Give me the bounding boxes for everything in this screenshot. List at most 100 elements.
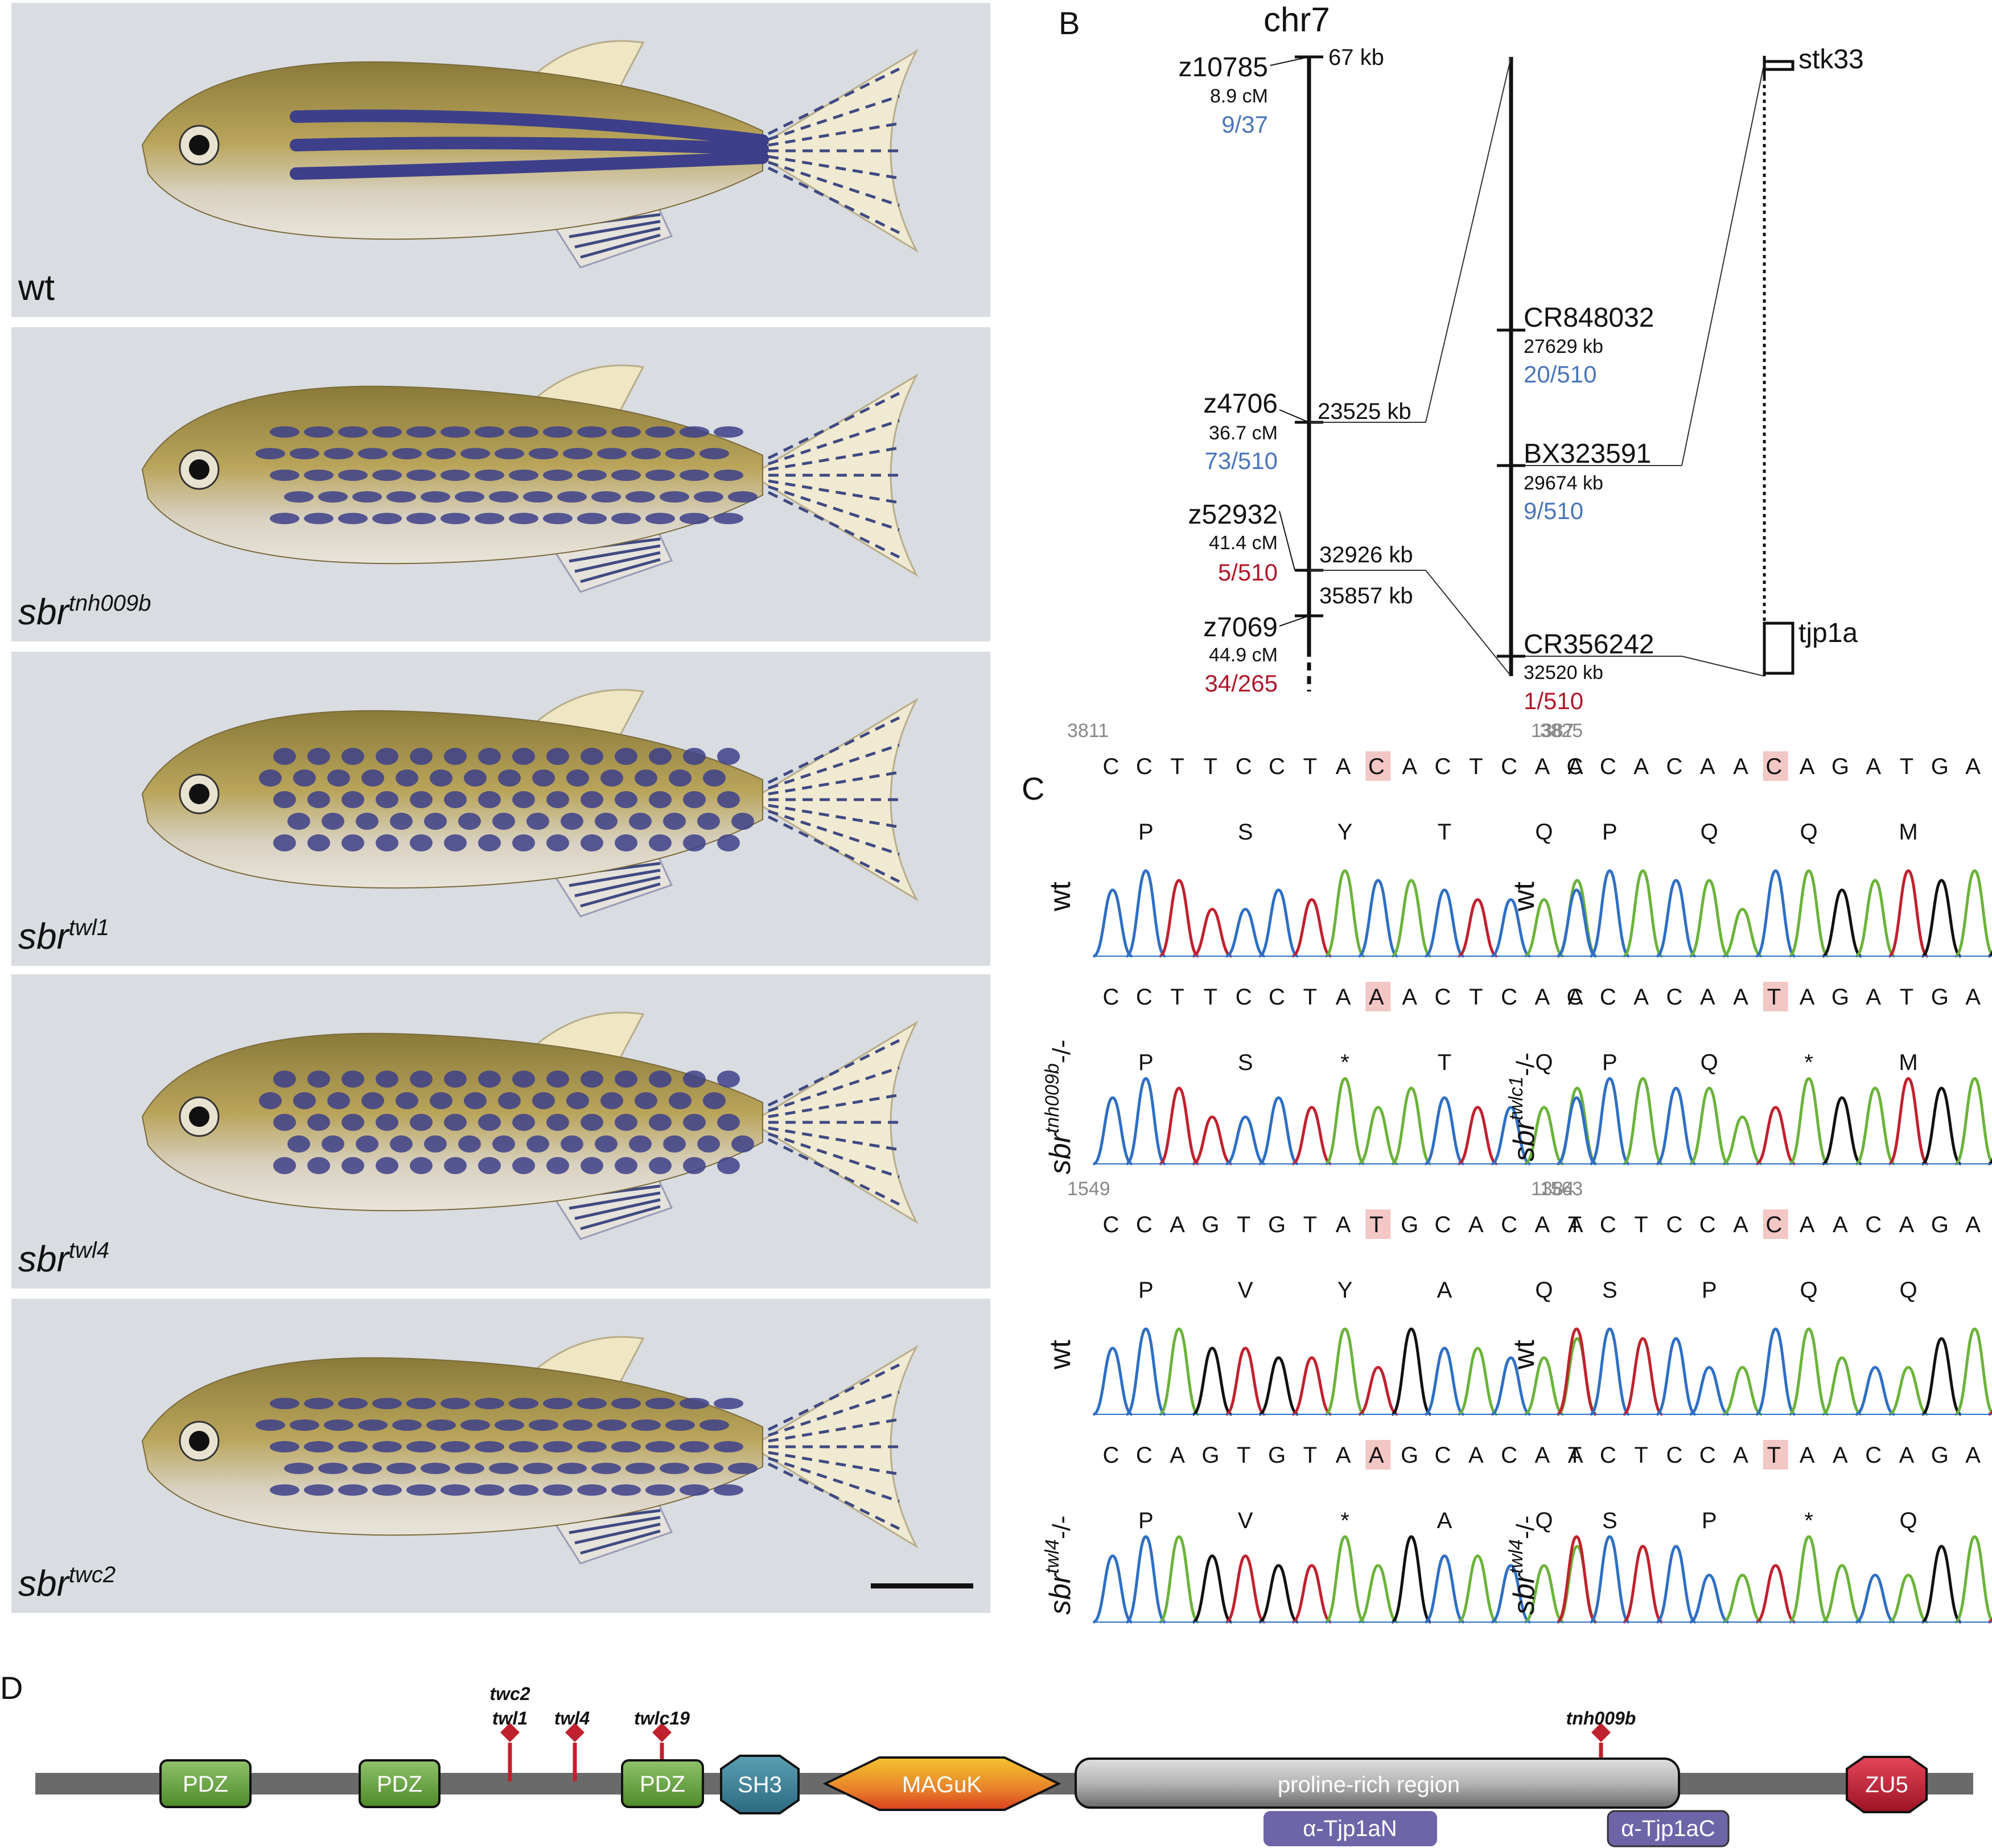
base-letter: C <box>1136 754 1156 779</box>
base-letter: A <box>1800 754 1818 779</box>
chromatogram-peak <box>1491 1564 1531 1624</box>
sequence-start-position: 1549 <box>1067 1178 1110 1200</box>
base-letter: A <box>1899 1212 1918 1237</box>
base-letter: T <box>1237 1212 1254 1237</box>
chromatogram-genotype-label: sbrtwl4-/- <box>1042 1516 1077 1615</box>
svg-text:32926 kb: 32926 kb <box>1319 542 1413 567</box>
base-letter: C <box>1103 985 1123 1010</box>
base-letter: C <box>1699 1443 1719 1468</box>
svg-text:27629 kb: 27629 kb <box>1524 336 1603 357</box>
chromatogram-peak <box>1358 1564 1398 1624</box>
base-letter: C <box>1865 1443 1885 1468</box>
base-letter: G <box>1268 1212 1289 1237</box>
fish-photo-1: wt <box>11 3 990 317</box>
svg-text:8.9 cM: 8.9 cM <box>1210 85 1268 107</box>
base-letter: C <box>1865 1212 1885 1237</box>
chromatogram-peak <box>1888 1077 1929 1166</box>
svg-text:ZU5: ZU5 <box>1865 1772 1908 1797</box>
base-letter: G <box>1931 1212 1952 1237</box>
chromatogram-peak <box>1291 1356 1332 1416</box>
chromatogram-peak <box>1656 1086 1697 1166</box>
antibody-tjp1an: α-Tjp1aN <box>1263 1811 1437 1846</box>
svg-text:CR848032: CR848032 <box>1524 303 1654 333</box>
base-letter: A <box>1170 1443 1188 1468</box>
svg-text:z4706: z4706 <box>1203 389 1278 419</box>
base-letter: C <box>1103 754 1123 779</box>
base-letter: A <box>1965 985 1984 1010</box>
amino-acid: Y <box>1337 820 1353 845</box>
chromatogram-peak <box>1755 1106 1796 1166</box>
chromatogram-peak <box>1126 1327 1166 1416</box>
chromatogram-peak <box>1855 879 1895 958</box>
panel-label-b: B <box>1059 5 1080 41</box>
amino-acid: S <box>1602 1508 1618 1533</box>
base-letter: T <box>1303 1443 1320 1468</box>
svg-text:9/37: 9/37 <box>1221 111 1268 138</box>
base-letter: G <box>1931 1443 1952 1468</box>
amino-acid: Q <box>1535 1050 1553 1075</box>
svg-text:α-Tjp1aN: α-Tjp1aN <box>1303 1816 1397 1841</box>
amino-acid: Q <box>1800 820 1818 845</box>
base-letter: T <box>1900 754 1917 779</box>
base-letter: G <box>1832 985 1853 1010</box>
base-letter: T <box>1767 985 1784 1010</box>
chromatogram-peak <box>1689 1365 1730 1416</box>
base-letter: A <box>1833 1443 1851 1468</box>
base-letter: T <box>1767 1443 1784 1468</box>
svg-text:5/510: 5/510 <box>1218 559 1278 586</box>
gene-stk33-box <box>1763 60 1795 71</box>
base-letter: C <box>1666 985 1686 1010</box>
base-letter: A <box>1733 985 1752 1010</box>
chromatogram-peak <box>1424 888 1465 958</box>
chromatogram-peak <box>1159 1327 1199 1416</box>
base-letter: A <box>1866 754 1884 779</box>
amino-acid: Q <box>1535 820 1553 845</box>
base-letter: G <box>1832 754 1853 779</box>
base-letter: G <box>1201 1443 1223 1468</box>
base-letter: T <box>1369 1212 1386 1237</box>
svg-text:73/510: 73/510 <box>1205 447 1278 474</box>
chromatogram-peak <box>1258 1356 1299 1416</box>
chromatogram-peak <box>1921 1337 1962 1416</box>
chromatogram-peak <box>1921 1545 1962 1624</box>
base-letter: A <box>1965 1443 1984 1468</box>
base-letter: C <box>1666 1443 1686 1468</box>
chromatogram-peak <box>1458 1347 1498 1416</box>
fish-photo-2: sbrtnh009b <box>11 327 990 641</box>
chromatogram-peak <box>1092 1554 1133 1624</box>
chromatogram-peak <box>1954 1077 1992 1166</box>
chromatogram-block-2: 13871401CCACAACAGATGAGCPQQMSwtCCACAATAGA… <box>1505 720 1992 1166</box>
base-letter: C <box>1236 985 1256 1010</box>
base-letter: T <box>1469 985 1486 1010</box>
chromatogram-peak <box>1822 1356 1862 1416</box>
chromatogram-peak <box>1722 907 1763 958</box>
chromatogram-peak <box>1656 1545 1697 1624</box>
chromatogram-peak <box>1225 1554 1266 1624</box>
chromatogram-peak <box>1391 1327 1431 1416</box>
amino-acid: P <box>1702 1508 1717 1533</box>
svg-text:twl4: twl4 <box>554 1708 590 1728</box>
chromatogram-peak <box>1888 1365 1928 1416</box>
base-letter: A <box>1633 985 1652 1010</box>
chromatogram-peak <box>1159 1535 1199 1624</box>
chromatogram-peak <box>1358 879 1398 958</box>
chromatogram-peak <box>1092 1096 1133 1166</box>
base-letter: C <box>1103 1212 1123 1237</box>
chromatogram-peak <box>1258 1096 1299 1166</box>
chromatogram-peak <box>1623 1337 1663 1416</box>
base-letter: A <box>1402 985 1421 1010</box>
chromatogram-peak <box>1921 1086 1962 1166</box>
amino-acid: P <box>1138 1278 1154 1303</box>
amino-acid: Q <box>1535 1278 1553 1303</box>
chromatogram-genotype-label: wt <box>1044 1339 1077 1370</box>
fish-label-5: sbrtwc2 <box>18 1562 116 1604</box>
base-letter: A <box>1336 985 1355 1010</box>
svg-text:α-Tjp1aC: α-Tjp1aC <box>1621 1816 1715 1841</box>
chromatogram-peak <box>1590 1327 1630 1416</box>
scale-bar <box>871 1583 973 1588</box>
base-letter: A <box>1733 1443 1752 1468</box>
fish-photo-5: sbrtwc2 <box>11 1299 990 1613</box>
chromatogram-peak <box>1491 1356 1531 1416</box>
